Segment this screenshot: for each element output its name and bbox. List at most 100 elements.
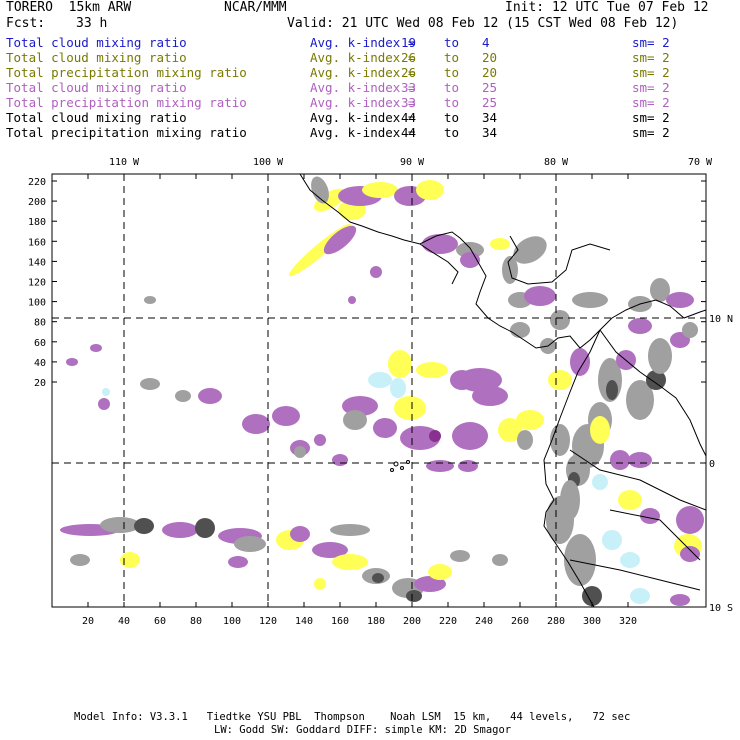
- cloud-cell: [550, 424, 570, 456]
- cloud-cell: [618, 490, 642, 510]
- legend-k1: 26: [401, 50, 417, 65]
- legend-kindex: Avg. k-index =: [310, 110, 416, 125]
- x-tick-label: 40: [118, 616, 130, 627]
- legend-field: Total cloud mixing ratio: [6, 50, 187, 65]
- cloud-cell: [400, 426, 440, 450]
- cloud-cell: [450, 550, 470, 562]
- y-tick-label: 140: [28, 257, 46, 268]
- cloud-cell: [422, 234, 458, 254]
- legend-to: to: [444, 125, 460, 140]
- x-tick-label: 180: [367, 616, 385, 627]
- cloud-cell: [602, 530, 622, 550]
- legend-kindex: Avg. k-index =: [310, 80, 416, 95]
- legend-to: to: [444, 110, 460, 125]
- x-tick-label: 60: [154, 616, 166, 627]
- y-tick-label: 220: [28, 177, 46, 188]
- cloud-cell: [426, 460, 454, 472]
- x-tick-label: 240: [475, 616, 493, 627]
- x-tick-label: 320: [619, 616, 637, 627]
- cloud-cell: [343, 410, 367, 430]
- cloud-cell: [70, 554, 90, 566]
- cloud-cell: [524, 286, 556, 306]
- legend-field: Total precipitation mixing ratio: [6, 65, 247, 80]
- legend-k1: 44: [401, 110, 417, 125]
- cloud-cell: [290, 526, 310, 542]
- legend-to: to: [444, 95, 460, 110]
- legend-k1: 33: [401, 80, 417, 95]
- legend-kindex: Avg. k-index =: [310, 35, 416, 50]
- cloud-cell: [314, 578, 326, 590]
- x-tick-label: 280: [547, 616, 565, 627]
- legend-sm: sm= 2: [632, 65, 670, 80]
- cloud-cell: [373, 418, 397, 438]
- init-time: Init: 12 UTC Tue 07 Feb 12: [505, 0, 709, 15]
- legend-k1: 19: [401, 35, 417, 50]
- cloud-cell: [416, 180, 444, 200]
- cloud-cell: [406, 590, 422, 602]
- model-info: Model Info: V3.3.1 Tiedtke YSU PBL Thomp…: [74, 711, 631, 723]
- lon-label: 80 W: [544, 157, 569, 168]
- cloud-fields: [60, 176, 704, 606]
- cloud-cell: [490, 238, 510, 250]
- cloud-cell: [606, 380, 618, 400]
- cloud-cell: [620, 552, 640, 568]
- cloud-cell: [626, 380, 654, 420]
- cloud-cell: [134, 518, 154, 534]
- x-tick-label: 140: [295, 616, 313, 627]
- cloud-cell: [368, 372, 392, 388]
- cloud-cell: [175, 390, 191, 402]
- legend-sm: sm= 2: [632, 80, 670, 95]
- cloud-cell: [120, 552, 140, 568]
- fcst-value: 33 h: [76, 16, 108, 31]
- legend-field: Total cloud mixing ratio: [6, 110, 187, 125]
- cloud-cell: [372, 573, 384, 583]
- cloud-cell: [362, 182, 398, 198]
- cloud-cell: [628, 318, 652, 334]
- cloud-cell: [610, 450, 630, 470]
- legend-k1: 33: [401, 95, 417, 110]
- legend-sm: sm= 2: [632, 110, 670, 125]
- y-tick-label: 200: [28, 197, 46, 208]
- legend-field: Total precipitation mixing ratio: [6, 125, 247, 140]
- legend-kindex: Avg. k-index =: [310, 65, 416, 80]
- legend-k2: 34: [482, 125, 498, 140]
- cloud-cell: [272, 406, 300, 426]
- legend-to: to: [444, 80, 460, 95]
- y-tick-label: 120: [28, 278, 46, 289]
- x-tick-label: 120: [259, 616, 277, 627]
- cloud-cell: [472, 386, 508, 406]
- cloud-cell: [313, 188, 347, 212]
- x-tick-label: 200: [403, 616, 421, 627]
- lat-label: 0: [709, 459, 715, 470]
- cloud-cell: [242, 414, 270, 434]
- lon-label: 70 W: [688, 157, 713, 168]
- legend-sm: sm= 2: [632, 125, 670, 140]
- cloud-cell: [492, 554, 508, 566]
- cloud-cell: [312, 542, 348, 558]
- cloud-cell: [458, 460, 478, 472]
- legend-to: to: [444, 50, 460, 65]
- cloud-cell: [666, 292, 694, 308]
- y-tick-label: 160: [28, 237, 46, 248]
- cloud-cell: [311, 176, 329, 204]
- y-tick-label: 60: [34, 338, 46, 349]
- x-tick-label: 80: [190, 616, 202, 627]
- cloud-cell: [516, 410, 544, 430]
- legend-sm: sm= 2: [632, 35, 670, 50]
- cloud-cell: [592, 474, 608, 490]
- axis-ticks: [52, 174, 706, 607]
- cloud-cell: [228, 556, 248, 568]
- cloud-cell: [98, 398, 110, 410]
- cloud-cell: [195, 518, 215, 538]
- legend-sm: sm= 2: [632, 50, 670, 65]
- x-tick-label: 260: [511, 616, 529, 627]
- legend-k2: 34: [482, 110, 498, 125]
- legend-kindex: Avg. k-index =: [310, 125, 416, 140]
- cloud-cell: [550, 310, 570, 330]
- y-tick-label: 100: [28, 298, 46, 309]
- valid-time: Valid: 21 UTC Wed 08 Feb 12 (15 CST Wed …: [287, 16, 679, 31]
- cloud-cell: [348, 296, 356, 304]
- cloud-cell: [582, 586, 602, 606]
- legend-k1: 26: [401, 65, 417, 80]
- cloud-cell: [570, 348, 590, 376]
